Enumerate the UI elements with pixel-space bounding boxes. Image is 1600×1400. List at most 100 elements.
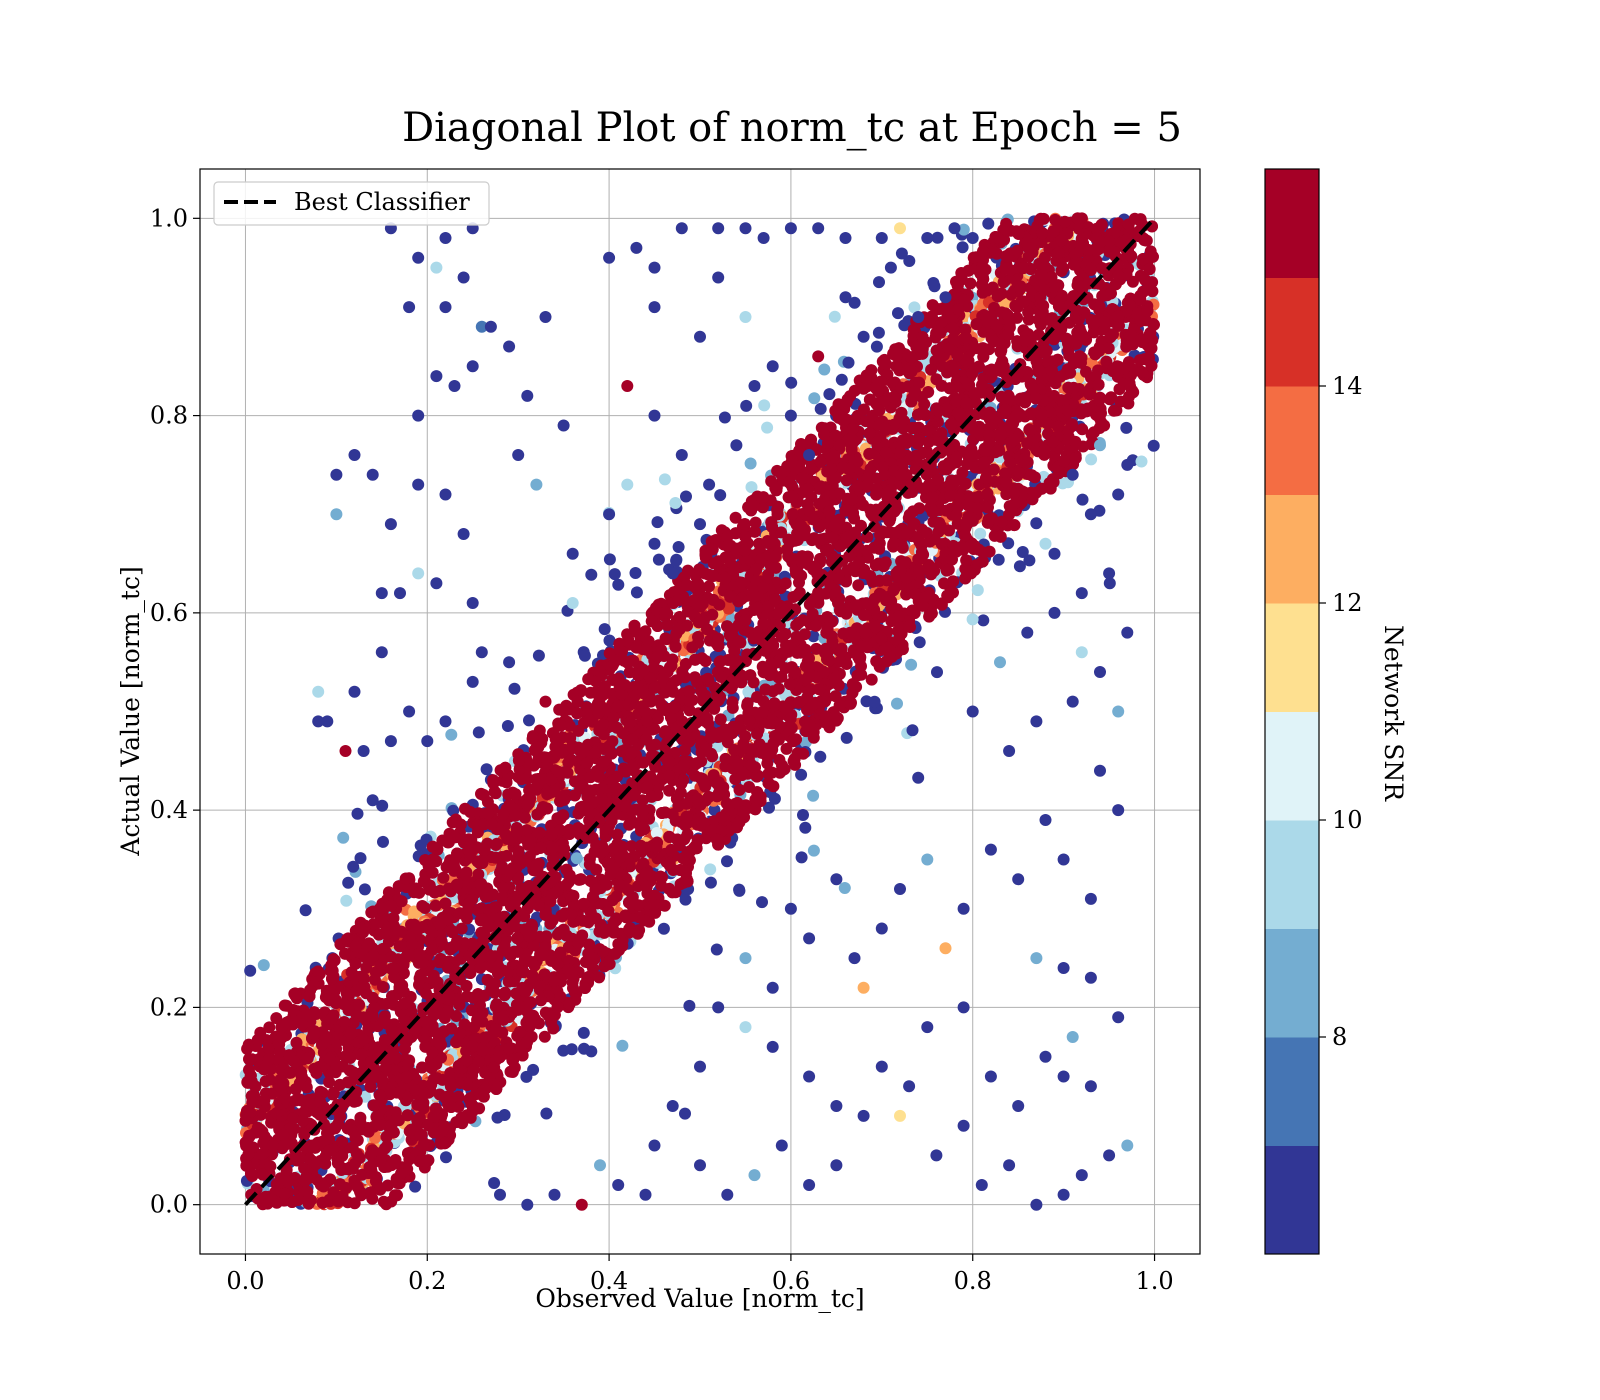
- scatter-point: [797, 809, 809, 821]
- scatter-point: [472, 726, 485, 739]
- scatter-point: [377, 835, 389, 848]
- scatter-point: [532, 649, 545, 662]
- scatter-point: [977, 614, 990, 627]
- scatter-point: [680, 490, 692, 503]
- scatter-point: [1076, 493, 1089, 506]
- scatter-point: [795, 851, 808, 864]
- scatter-point: [347, 860, 360, 873]
- scatter-point: [768, 792, 781, 805]
- scatter-point: [616, 1039, 629, 1052]
- scatter-point: [799, 821, 812, 834]
- scatter-point: [721, 855, 733, 868]
- scatter-point: [908, 301, 921, 314]
- scatter-point: [488, 1177, 501, 1189]
- scatter-point: [376, 799, 389, 812]
- scatter-point: [808, 392, 821, 405]
- scatter-point: [1120, 421, 1133, 434]
- scatter-point: [823, 388, 836, 401]
- chart-title: Diagonal Plot of norm_tc at Epoch = 5: [402, 105, 1182, 151]
- scatter-point: [873, 276, 885, 289]
- scatter-point: [718, 411, 731, 424]
- scatter-point: [578, 1042, 590, 1055]
- scatter-point: [540, 1107, 553, 1120]
- scatter-point: [658, 473, 671, 486]
- scatter-point: [710, 943, 723, 956]
- scatter-point: [744, 457, 757, 470]
- scatter-point: [756, 896, 768, 909]
- scatter-point: [898, 319, 911, 332]
- scatter-point: [807, 789, 820, 802]
- scatter-point: [714, 489, 727, 502]
- scatter-point: [966, 613, 979, 626]
- scatter-point: [630, 586, 643, 599]
- scatter-point: [895, 247, 908, 260]
- scatter-point: [704, 863, 717, 876]
- scatter-point: [761, 421, 774, 434]
- scatter-point: [982, 217, 995, 230]
- scatter-point: [835, 373, 848, 386]
- scatter-point: [931, 231, 944, 244]
- scatter-point: [906, 724, 919, 737]
- scatter-point: [480, 763, 493, 776]
- scatter-point: [672, 541, 685, 553]
- scatter-point: [1056, 477, 1069, 490]
- scatter-point: [679, 1107, 691, 1120]
- scatter-point: [244, 964, 257, 977]
- scatter-point: [565, 1043, 578, 1056]
- scatter-point: [704, 876, 717, 889]
- scatter-point: [577, 1026, 590, 1039]
- scatter-point: [957, 223, 970, 236]
- scatter-point: [840, 731, 853, 744]
- scatter-point: [868, 695, 881, 708]
- scatter-point: [651, 516, 664, 529]
- scatter-point: [928, 280, 941, 293]
- scatter-point: [740, 399, 753, 412]
- scatter-point: [838, 882, 851, 894]
- scatter-point: [358, 883, 371, 896]
- scatter-point: [578, 649, 591, 662]
- scatter-point: [603, 553, 616, 566]
- scatter-point: [814, 750, 827, 763]
- scatter-point: [342, 876, 355, 889]
- scatter-point: [501, 720, 514, 732]
- scatter-point: [440, 1151, 452, 1164]
- scatter-point: [903, 255, 916, 267]
- scatter-point: [974, 527, 987, 540]
- scatter-point: [340, 894, 353, 907]
- scatter-point: [763, 801, 775, 814]
- scatter-point: [828, 310, 841, 323]
- scatter-points: [239, 212, 1160, 1211]
- scatter-point: [1147, 439, 1160, 452]
- scatter-point: [848, 296, 861, 309]
- scatter-point: [913, 636, 926, 649]
- scatter-point: [1103, 577, 1116, 590]
- scatter-point: [445, 728, 458, 741]
- scatter-point: [354, 852, 367, 865]
- scatter-point: [1030, 517, 1043, 530]
- scatter-point: [669, 497, 682, 509]
- scatter-point: [523, 714, 535, 727]
- scatter-point: [742, 685, 755, 698]
- scatter-point: [608, 568, 621, 581]
- scatter-point: [629, 567, 642, 579]
- scatter-point: [892, 307, 904, 320]
- scatter-point: [603, 634, 616, 647]
- scatter-point: [795, 768, 808, 781]
- scatter-point: [491, 1111, 504, 1124]
- scatter-point: [905, 658, 918, 671]
- scatter-point: [842, 356, 855, 369]
- scatter-point: [971, 584, 984, 597]
- scatter-point: [956, 241, 969, 254]
- scatter-point: [612, 578, 625, 591]
- scatter-point: [598, 623, 611, 636]
- scatter-point: [508, 682, 521, 695]
- scatter-point: [679, 893, 692, 906]
- scatter-point: [585, 568, 598, 581]
- scatter-point: [652, 553, 665, 566]
- scatter-point: [570, 852, 583, 865]
- scatter-point: [733, 884, 746, 897]
- scatter-point: [807, 844, 820, 857]
- scatter-point: [520, 1070, 533, 1083]
- scatter-point: [657, 922, 670, 935]
